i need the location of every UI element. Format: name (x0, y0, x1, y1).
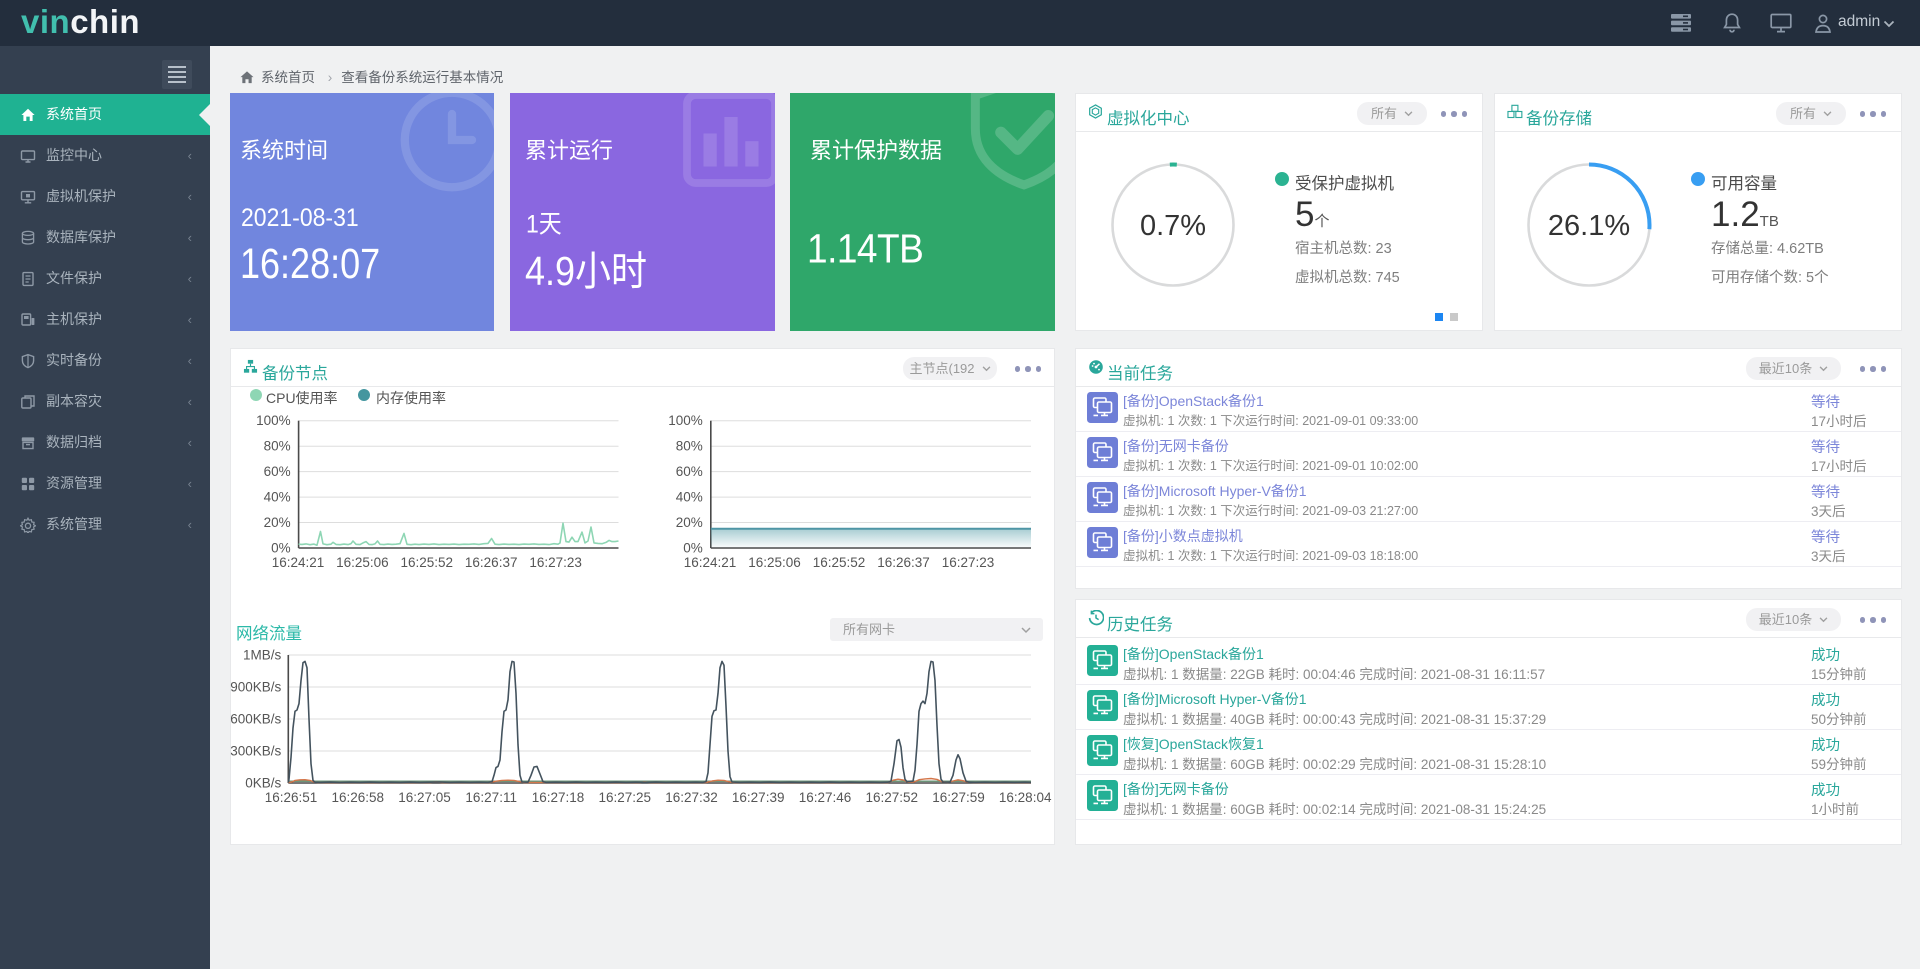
svg-text:16:27:25: 16:27:25 (599, 790, 652, 805)
svg-text:16:25:06: 16:25:06 (748, 555, 801, 570)
svg-text:0%: 0% (683, 541, 703, 556)
svg-text:0KB/s: 0KB/s (245, 776, 281, 791)
svg-text:16:28:04: 16:28:04 (999, 790, 1052, 805)
svg-text:1MB/s: 1MB/s (243, 648, 282, 663)
svg-text:16:27:46: 16:27:46 (799, 790, 852, 805)
svg-text:0%: 0% (271, 541, 291, 556)
svg-text:300KB/s: 300KB/s (230, 744, 281, 759)
svg-text:100%: 100% (668, 413, 703, 428)
svg-text:20%: 20% (264, 515, 291, 530)
svg-text:80%: 80% (264, 439, 291, 454)
svg-text:16:27:59: 16:27:59 (932, 790, 985, 805)
svg-text:16:26:37: 16:26:37 (877, 555, 930, 570)
svg-text:16:26:51: 16:26:51 (265, 790, 318, 805)
svg-text:16:27:32: 16:27:32 (665, 790, 718, 805)
svg-text:16:27:39: 16:27:39 (732, 790, 785, 805)
svg-text:900KB/s: 900KB/s (230, 680, 281, 695)
svg-text:16:25:52: 16:25:52 (813, 555, 866, 570)
svg-text:600KB/s: 600KB/s (230, 712, 281, 727)
svg-text:16:27:18: 16:27:18 (532, 790, 585, 805)
svg-text:16:27:52: 16:27:52 (866, 790, 919, 805)
svg-text:40%: 40% (264, 490, 291, 505)
svg-text:20%: 20% (676, 515, 703, 530)
svg-text:16:27:23: 16:27:23 (529, 555, 582, 570)
svg-text:16:24:21: 16:24:21 (684, 555, 737, 570)
svg-text:40%: 40% (676, 490, 703, 505)
svg-text:16:25:52: 16:25:52 (401, 555, 454, 570)
svg-text:16:26:58: 16:26:58 (332, 790, 385, 805)
svg-text:26.1%: 26.1% (1548, 210, 1630, 242)
svg-text:100%: 100% (256, 413, 291, 428)
svg-text:0.7%: 0.7% (1140, 210, 1206, 242)
svg-text:16:24:21: 16:24:21 (272, 555, 325, 570)
svg-text:16:26:37: 16:26:37 (465, 555, 518, 570)
svg-text:16:27:23: 16:27:23 (942, 555, 995, 570)
svg-text:60%: 60% (264, 464, 291, 479)
svg-text:16:25:06: 16:25:06 (336, 555, 389, 570)
svg-text:60%: 60% (676, 464, 703, 479)
svg-text:16:27:05: 16:27:05 (398, 790, 451, 805)
svg-text:16:27:11: 16:27:11 (465, 790, 517, 805)
svg-text:80%: 80% (676, 439, 703, 454)
